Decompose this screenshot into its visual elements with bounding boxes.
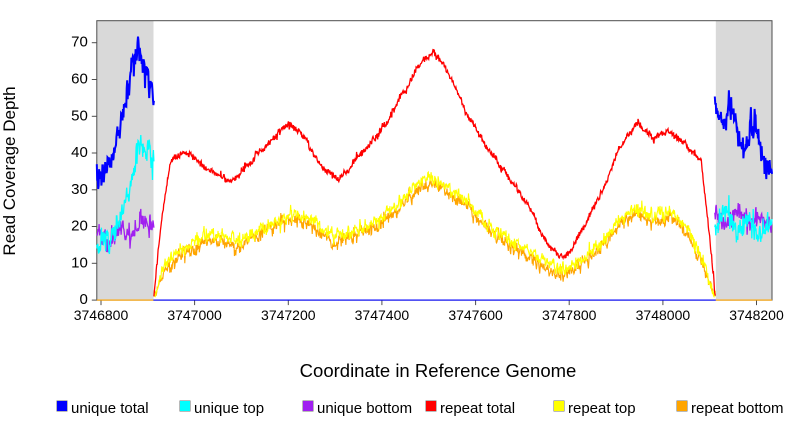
svg-text:60: 60 — [71, 71, 88, 88]
svg-text:40: 40 — [71, 144, 88, 161]
svg-text:20: 20 — [71, 218, 88, 235]
svg-text:3747800: 3747800 — [542, 307, 597, 323]
svg-text:3747000: 3747000 — [167, 307, 222, 323]
svg-text:70: 70 — [71, 34, 88, 51]
svg-text:3748200: 3748200 — [729, 307, 784, 323]
svg-text:3747200: 3747200 — [261, 307, 316, 323]
svg-text:3748000: 3748000 — [636, 307, 691, 323]
svg-text:3747600: 3747600 — [448, 307, 503, 323]
svg-text:50: 50 — [71, 107, 88, 124]
svg-text:3747400: 3747400 — [355, 307, 410, 323]
svg-text:10: 10 — [71, 254, 88, 271]
svg-text:0: 0 — [79, 291, 87, 308]
svg-text:3746800: 3746800 — [74, 307, 129, 323]
svg-text:30: 30 — [71, 181, 88, 198]
